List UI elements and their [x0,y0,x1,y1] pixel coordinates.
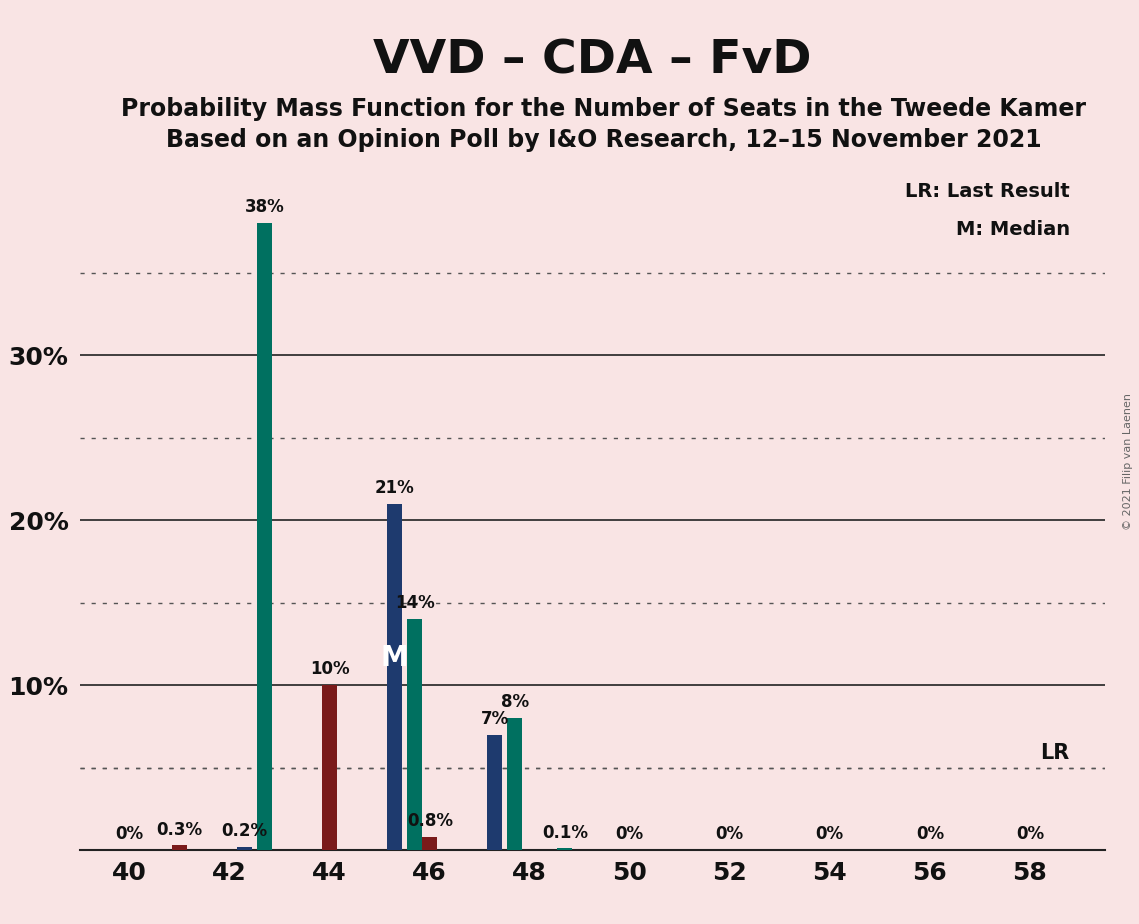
Text: 21%: 21% [375,479,415,497]
Text: 0%: 0% [616,825,644,844]
Text: 0%: 0% [1016,825,1043,844]
Text: 8%: 8% [501,694,528,711]
Bar [387,504,402,850]
Text: 0.3%: 0.3% [157,821,203,839]
Text: M: M [380,644,409,672]
Text: 0%: 0% [715,825,744,844]
Title: VVD – CDA – FvD: VVD – CDA – FvD [374,39,811,84]
Bar [172,845,187,850]
Text: 10%: 10% [310,661,350,678]
Bar [257,223,272,850]
Text: 0.2%: 0.2% [222,822,268,840]
Text: © 2021 Filip van Laenen: © 2021 Filip van Laenen [1123,394,1133,530]
Bar [408,619,423,850]
Bar [487,735,502,850]
Bar [557,848,572,850]
Text: 0.1%: 0.1% [542,824,588,842]
Bar [423,837,437,850]
Bar [507,718,523,850]
Text: LR: LR [1041,743,1070,762]
Bar [237,846,252,850]
Text: 0.8%: 0.8% [407,812,453,831]
Text: 7%: 7% [481,710,509,728]
Text: 38%: 38% [245,199,285,216]
Text: LR: Last Result: LR: Last Result [906,182,1070,201]
Text: 14%: 14% [395,594,435,613]
Bar [322,685,337,850]
Text: 0%: 0% [816,825,844,844]
Text: Based on an Opinion Poll by I&O Research, 12–15 November 2021: Based on an Opinion Poll by I&O Research… [166,128,1041,152]
Text: 0%: 0% [116,825,144,844]
Text: Probability Mass Function for the Number of Seats in the Tweede Kamer: Probability Mass Function for the Number… [121,97,1087,121]
Text: M: Median: M: Median [956,220,1070,238]
Text: 0%: 0% [916,825,944,844]
